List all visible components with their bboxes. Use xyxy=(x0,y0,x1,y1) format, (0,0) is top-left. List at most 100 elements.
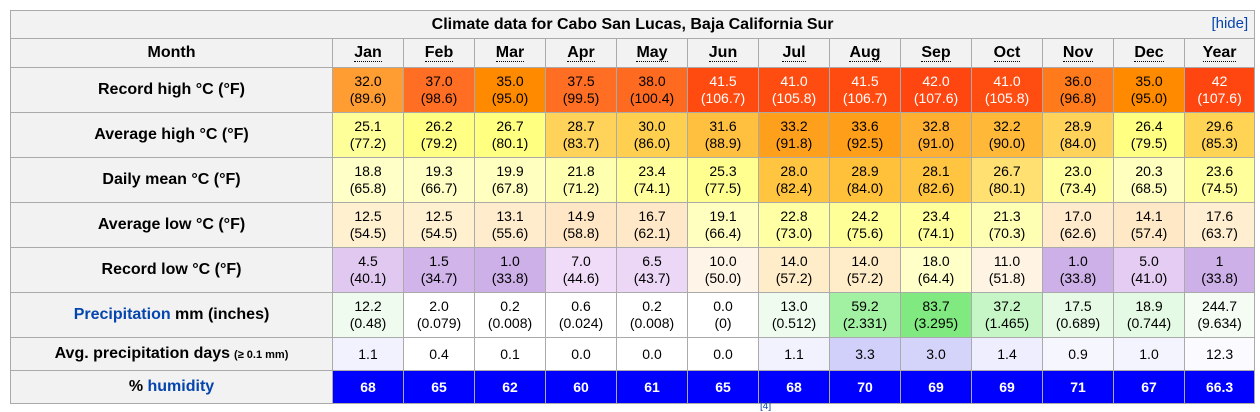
value-imperial: (77.2) xyxy=(349,135,387,151)
data-cell: 4.5 (40.1) xyxy=(332,247,404,293)
row-label: Precipitation mm (inches) xyxy=(10,292,333,338)
data-cell: 12.5 (54.5) xyxy=(332,202,404,248)
value-imperial: (51.8) xyxy=(988,270,1026,286)
value-imperial: (67.8) xyxy=(491,180,529,196)
data-cell: 12.3 xyxy=(1183,337,1256,371)
value-metric: 14.1 xyxy=(1135,208,1163,224)
value-imperial: (77.5) xyxy=(704,180,742,196)
value-metric: 6.5 xyxy=(642,253,662,269)
value-metric: 11.0 xyxy=(993,253,1021,269)
data-cell: 37.2 (1.465) xyxy=(971,292,1043,338)
value-metric: 83.7 xyxy=(922,298,950,314)
value-imperial: (43.7) xyxy=(633,270,671,286)
hide-link[interactable]: [hide] xyxy=(1211,15,1249,32)
value-metric: 17.0 xyxy=(1064,208,1092,224)
climate-row: Record low °C (°F) 4.5 (40.1) 1.5 (34.7) 1.0(… xyxy=(10,247,1256,293)
value-imperial: (74.5) xyxy=(1201,180,1238,196)
humidity-link[interactable]: humidity xyxy=(147,378,215,395)
row-label: % humidity xyxy=(10,370,333,404)
data-cell: 13.0 (0.512) xyxy=(758,292,830,338)
data-cell: 26.7 (80.1) xyxy=(971,157,1043,203)
value-metric: 35.0 xyxy=(496,73,524,89)
value-metric: 14.9 xyxy=(567,208,595,224)
month-header-mar: Mar xyxy=(474,38,546,68)
data-cell: 5.0 (41.0) xyxy=(1113,247,1185,293)
value-imperial: (34.7) xyxy=(420,270,458,286)
data-cell: 18.8 (65.8) xyxy=(332,157,404,203)
month-header-dec: Dec xyxy=(1113,38,1185,68)
data-cell: 18.9 (0.744) xyxy=(1113,292,1185,338)
value-metric: 1.5 xyxy=(429,253,449,269)
value-imperial: (0) xyxy=(714,315,732,331)
data-cell: 28.9 (84.0) xyxy=(829,157,901,203)
value-imperial: (82.6) xyxy=(917,180,955,196)
humidity-cell: 68 xyxy=(758,370,830,404)
value-metric: 17.6 xyxy=(1205,208,1234,224)
climate-row: Record high °C (°F) 32.0 (89.6) 37.0 (98.6) 3… xyxy=(10,67,1256,113)
value-imperial: (85.3) xyxy=(1201,135,1238,151)
value-metric: 28.0 xyxy=(780,163,808,179)
value-metric: 18.9 xyxy=(1135,298,1163,314)
month-header-label: Month xyxy=(10,38,333,68)
value-imperial: (54.5) xyxy=(420,225,458,241)
value-imperial: (80.1) xyxy=(988,180,1026,196)
data-cell: 41.5 (106.7) xyxy=(687,67,759,113)
value-metric: 1 xyxy=(1215,253,1224,269)
value-imperial: (86.0) xyxy=(633,135,671,151)
month-header-jul: Jul xyxy=(758,38,830,68)
value-imperial: (105.8) xyxy=(771,90,817,106)
value-imperial: (95.0) xyxy=(1130,90,1168,106)
value-metric: 14.0 xyxy=(851,253,879,269)
value-metric: 30.0 xyxy=(638,118,666,134)
reference-link[interactable]: [4] xyxy=(760,401,772,412)
data-cell: 12.2 (0.48) xyxy=(332,292,404,338)
data-cell: 30.0 (86.0) xyxy=(616,112,688,158)
value-metric: 35.0 xyxy=(1135,73,1163,89)
data-cell: 21.3 (70.3) xyxy=(971,202,1043,248)
value-imperial: (82.4) xyxy=(775,180,813,196)
data-cell: 6.5 (43.7) xyxy=(616,247,688,293)
data-cell: 14.9 (58.8) xyxy=(545,202,617,248)
value-metric: 13.1 xyxy=(496,208,524,224)
climate-row: Daily mean °C (°F) 18.8 (65.8) 19.3 (66.7) 19… xyxy=(10,157,1256,203)
data-cell: 23.6 (74.5) xyxy=(1183,157,1256,203)
row-label: Average low °C (°F) xyxy=(10,202,333,248)
month-name: Apr xyxy=(567,44,595,62)
value-metric: 59.2 xyxy=(851,298,879,314)
precip-days-label: Avg. precipitation days xyxy=(54,345,231,362)
value-metric: 28.1 xyxy=(922,163,950,179)
value-metric: 37.5 xyxy=(567,73,595,89)
value-metric: 41.0 xyxy=(993,73,1021,89)
data-cell: 33.2 (91.8) xyxy=(758,112,830,158)
data-cell: 21.8 (71.2) xyxy=(545,157,617,203)
data-cell: 41.0 (105.8) xyxy=(758,67,830,113)
value-imperial: (64.4) xyxy=(917,270,955,286)
value-imperial: (66.7) xyxy=(420,180,458,196)
month-header-jun: Jun xyxy=(687,38,759,68)
data-cell: 14.0 (57.2) xyxy=(758,247,830,293)
value-imperial: (33.8) xyxy=(491,270,529,286)
value-metric: 4.5 xyxy=(358,253,378,269)
precipitation-link[interactable]: Precipitation xyxy=(73,306,171,323)
value-metric: 26.7 xyxy=(993,163,1021,179)
value-metric: 42.0 xyxy=(922,73,950,89)
humidity-cell: 65 xyxy=(687,370,759,404)
row-label: Daily mean °C (°F) xyxy=(10,157,333,203)
value-metric: 21.8 xyxy=(567,163,595,179)
humidity-row: % humidity 68 65 62 60 61 65 68 70 69 69 71 67 66.3 xyxy=(10,370,1256,404)
value-imperial: (0.744) xyxy=(1126,315,1172,331)
month-header-nov: Nov xyxy=(1042,38,1114,68)
value-metric: 12.5 xyxy=(354,208,382,224)
value-imperial: (63.7) xyxy=(1201,225,1238,241)
value-metric: 18.0 xyxy=(922,253,950,269)
month-name: May xyxy=(636,44,668,62)
value-metric: 0.2 xyxy=(642,298,662,314)
humidity-prefix: % xyxy=(128,378,148,395)
value-metric: 23.0 xyxy=(1064,163,1092,179)
value-metric: 31.6 xyxy=(709,118,737,134)
value-imperial: (79.2) xyxy=(420,135,458,151)
data-cell: 41.0 (105.8) xyxy=(971,67,1043,113)
data-cell: 1.4 xyxy=(971,337,1043,371)
data-cell: 37.0 (98.6) xyxy=(403,67,475,113)
month-name: Mar xyxy=(495,44,525,62)
